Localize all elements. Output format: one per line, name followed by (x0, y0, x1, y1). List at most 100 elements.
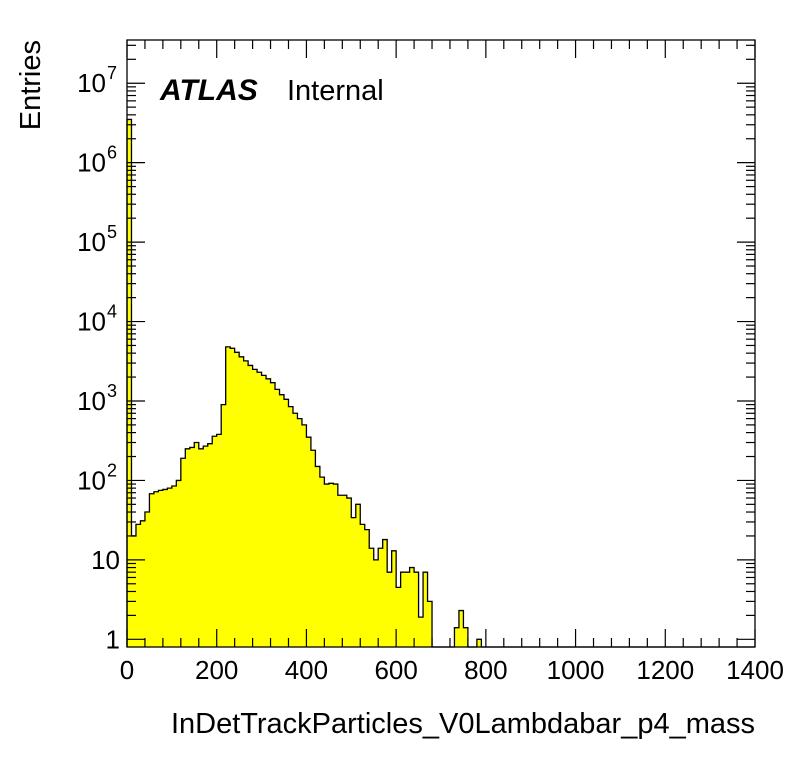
histogram-bin (342, 495, 348, 647)
histogram-bin (279, 394, 285, 647)
histogram-bin (360, 524, 366, 647)
y-tick-label: 10 (91, 545, 120, 575)
status-label: Internal (287, 75, 384, 107)
histogram-bin (454, 627, 460, 647)
histogram-bin (185, 448, 191, 647)
histogram-bin (382, 539, 388, 647)
histogram-bin (194, 442, 200, 647)
histogram-bin (180, 458, 186, 647)
histogram-bin (257, 372, 262, 647)
x-tick-label: 1200 (636, 655, 694, 685)
y-axis-label: Entries (15, 40, 47, 130)
y-tick-label: 10 (77, 307, 106, 337)
histogram-bin (158, 490, 164, 647)
histogram-bin (140, 520, 146, 647)
x-tick-label: 0 (120, 655, 134, 685)
histogram-bin (378, 548, 383, 647)
y-tick-label: 10 (77, 148, 106, 178)
x-tick-label: 800 (464, 655, 507, 685)
histogram-bin (306, 437, 312, 647)
histogram-bin (135, 524, 141, 647)
plot-frame (126, 39, 756, 648)
histogram-bin (301, 424, 307, 647)
histogram-bin (423, 572, 428, 647)
histogram-bin (270, 382, 276, 647)
histogram-bin (418, 617, 424, 647)
y-tick-label: 10 (77, 68, 106, 98)
histogram-bin (396, 587, 401, 647)
histogram-bin (364, 529, 370, 647)
histogram-bin (207, 443, 213, 647)
y-tick-label: 1 (106, 624, 120, 654)
x-tick-label: 1400 (726, 655, 784, 685)
histogram-bin (212, 436, 218, 647)
histogram-bin (458, 610, 464, 647)
histogram-bin (355, 504, 361, 647)
histogram-bin (153, 491, 159, 647)
y-tick-exponent: 4 (107, 302, 117, 322)
histogram-bin (239, 356, 244, 647)
histogram-bin (333, 484, 339, 647)
y-tick-label: 10 (77, 465, 106, 495)
histogram-bin (292, 413, 298, 647)
y-tick-label: 10 (77, 386, 106, 416)
y-tick-exponent: 5 (107, 222, 117, 242)
histogram-bin (221, 404, 226, 647)
x-tick-label: 200 (195, 655, 238, 685)
histogram-bin (324, 484, 330, 647)
atlas-label: ATLAS (159, 74, 258, 107)
histogram-bin (391, 550, 397, 647)
histogram-bin (284, 399, 289, 647)
histogram-bin (315, 466, 321, 647)
histogram-bin (167, 488, 173, 647)
histogram-bin (162, 489, 168, 647)
y-tick-exponent: 6 (107, 143, 117, 163)
histogram-bars (127, 119, 482, 648)
histogram-bin (288, 406, 294, 647)
histogram-bin (198, 448, 204, 647)
histogram-bin (261, 375, 267, 647)
histogram-bin (189, 447, 195, 647)
histogram-bin (405, 572, 410, 647)
histogram-bin (149, 493, 155, 647)
x-axis: 0 200 400 600 800 1000 1200 1400 (120, 40, 784, 685)
histogram-bin (400, 572, 406, 647)
histogram-bin (266, 378, 271, 647)
histogram-bin (275, 389, 280, 647)
histogram-bin (171, 486, 177, 647)
histogram-bin (427, 601, 433, 647)
histogram-bin (387, 572, 392, 647)
histogram-bin (310, 450, 316, 647)
x-tick-label: 600 (374, 655, 417, 685)
histogram-bin (476, 639, 482, 647)
histogram-bin (337, 495, 343, 647)
histogram-bin (369, 548, 375, 647)
histogram-bin (243, 360, 249, 647)
x-tick-label: 1000 (547, 655, 605, 685)
x-tick-label: 400 (285, 655, 328, 685)
histogram-bin (234, 352, 240, 647)
histogram-bin (225, 346, 231, 647)
histogram-bin (346, 498, 352, 647)
y-tick-label: 10 (77, 227, 106, 257)
histogram-bin (127, 119, 132, 648)
histogram-bin (409, 567, 415, 647)
histogram-bin (230, 348, 235, 647)
histogram-bin (373, 559, 379, 647)
histogram-bin (203, 446, 209, 647)
histogram-bin (414, 572, 419, 647)
histogram-bin (248, 365, 253, 647)
histogram-bin (176, 480, 182, 647)
y-tick-exponent: 3 (107, 381, 117, 401)
histogram-bin (252, 369, 258, 647)
histogram-bin (463, 627, 469, 647)
histogram-bin (319, 477, 325, 647)
histogram-bin (328, 483, 334, 647)
y-tick-exponent: 2 (107, 460, 117, 480)
histogram-bin (297, 418, 303, 647)
histogram-bin (351, 517, 357, 647)
histogram-bin (216, 434, 222, 647)
histogram-bin (144, 512, 150, 647)
